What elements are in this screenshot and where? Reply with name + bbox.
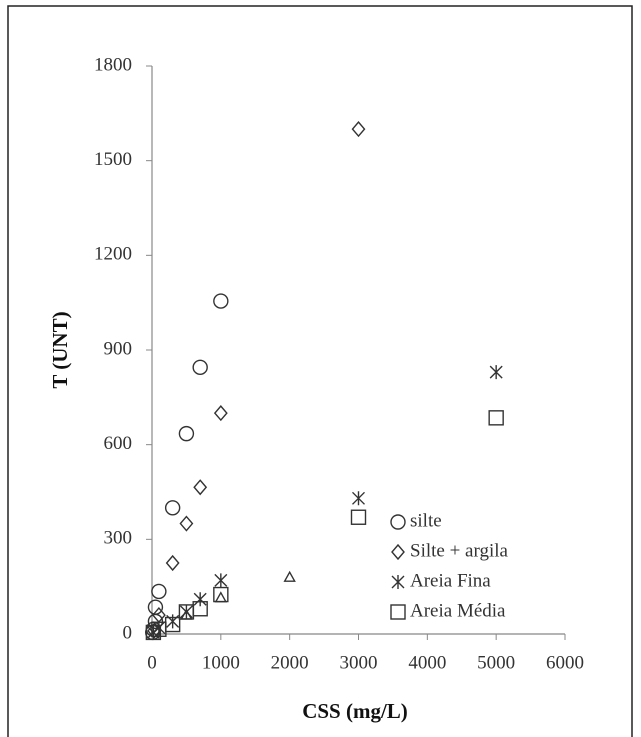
legend-marker [390, 514, 406, 530]
x-tick-label: 1000 [202, 652, 240, 673]
point [164, 616, 181, 633]
y-tick-label: 300 [104, 528, 133, 549]
point [145, 624, 162, 641]
point [352, 491, 365, 506]
point [192, 359, 208, 376]
x-tick-label: 2000 [271, 652, 309, 673]
legend-marker [391, 543, 405, 561]
point [351, 121, 366, 138]
point [350, 509, 367, 525]
point [151, 583, 167, 600]
legend-label: Areia Fina [410, 570, 491, 591]
legend-label: silte [410, 510, 442, 531]
x-tick-label: 4000 [408, 652, 446, 673]
point [214, 573, 228, 588]
x-tick-label: 5000 [477, 652, 515, 673]
x-tick-label: 6000 [546, 652, 584, 673]
legend-marker [391, 575, 405, 589]
point [488, 410, 504, 426]
frame [7, 5, 633, 737]
point [180, 608, 193, 620]
x-tick-label: 0 [147, 652, 157, 673]
legend-marker [390, 604, 406, 620]
point [164, 500, 181, 516]
legend-label: Silte + argila [410, 540, 509, 561]
y-tick-label: 1500 [94, 149, 132, 170]
point [165, 554, 180, 572]
y-tick-label: 0 [123, 622, 133, 643]
point [489, 365, 503, 380]
x-axis-title: CSS (mg/L) [302, 699, 408, 723]
y-tick-label: 1800 [94, 54, 132, 75]
point [213, 405, 228, 422]
point [213, 586, 229, 603]
point [193, 479, 208, 496]
y-tick-label: 600 [104, 433, 133, 454]
legend-label: Areia Média [410, 600, 506, 621]
point [192, 601, 208, 617]
point [214, 591, 228, 603]
point [283, 570, 296, 582]
y-tick-label: 900 [104, 338, 133, 359]
point [193, 592, 207, 607]
point [178, 425, 195, 442]
point [213, 293, 229, 309]
point [152, 620, 166, 635]
point [179, 515, 194, 532]
point [147, 599, 164, 615]
x-tick-label: 3000 [340, 652, 378, 673]
point [166, 614, 180, 629]
y-tick-label: 1200 [94, 244, 132, 265]
y-axis-title: T (UNT) [48, 311, 72, 388]
